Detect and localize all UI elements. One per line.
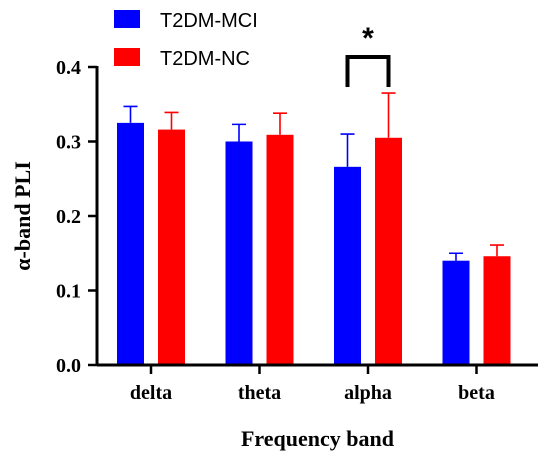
legend-label-t2dm-nc: T2DM-NC xyxy=(160,48,250,70)
error-bars-group xyxy=(123,92,504,261)
error-bar-t2dm-mci-theta xyxy=(232,123,246,142)
y-tick-label: 0.2 xyxy=(56,206,81,228)
bars-group xyxy=(117,122,511,365)
error-bar-t2dm-mci-delta xyxy=(123,105,138,123)
x-tick-label: theta xyxy=(238,382,281,404)
y-tick-label: 0.4 xyxy=(56,57,81,79)
y-tick-label: 0.3 xyxy=(56,132,81,154)
significance-marker: * xyxy=(362,22,374,55)
error-bar-t2dm-mci-beta xyxy=(449,252,463,261)
y-tick-label: 0.0 xyxy=(56,355,81,377)
y-ticks-group: 0.0 0.1 0.2 0.3 0.4 xyxy=(56,57,97,377)
bar-t2dm-mci-alpha xyxy=(334,166,361,365)
legend: T2DM-MCI T2DM-NC xyxy=(114,10,258,70)
bar-t2dm-nc-beta xyxy=(483,256,511,365)
error-bar-t2dm-nc-theta xyxy=(273,112,287,135)
x-tick-label: delta xyxy=(130,382,172,404)
significance-bracket xyxy=(345,55,391,87)
y-axis-title: α-band PLI xyxy=(10,161,35,270)
bar-t2dm-nc-theta xyxy=(266,134,294,365)
x-tick-label: beta xyxy=(458,382,495,404)
x-ticks-group: delta theta alpha beta xyxy=(130,365,495,404)
y-tick-label: 0.1 xyxy=(56,281,81,303)
significance-group: * xyxy=(345,22,391,87)
legend-swatch-t2dm-mci xyxy=(114,10,140,28)
legend-label-t2dm-mci: T2DM-MCI xyxy=(160,10,258,32)
bar-t2dm-nc-alpha xyxy=(375,137,402,365)
error-bar-t2dm-nc-beta xyxy=(490,244,504,257)
bar-t2dm-mci-beta xyxy=(442,260,470,365)
error-bar-t2dm-nc-alpha xyxy=(381,92,396,138)
x-axis-title: Frequency band xyxy=(241,426,394,451)
x-tick-label: alpha xyxy=(344,382,392,404)
bar-t2dm-nc-delta xyxy=(158,129,185,365)
error-bar-t2dm-nc-delta xyxy=(164,111,179,130)
error-bar-t2dm-mci-alpha xyxy=(340,133,355,167)
bar-t2dm-mci-theta xyxy=(225,141,253,365)
bar-t2dm-mci-delta xyxy=(117,122,144,365)
legend-swatch-t2dm-nc xyxy=(114,48,140,66)
